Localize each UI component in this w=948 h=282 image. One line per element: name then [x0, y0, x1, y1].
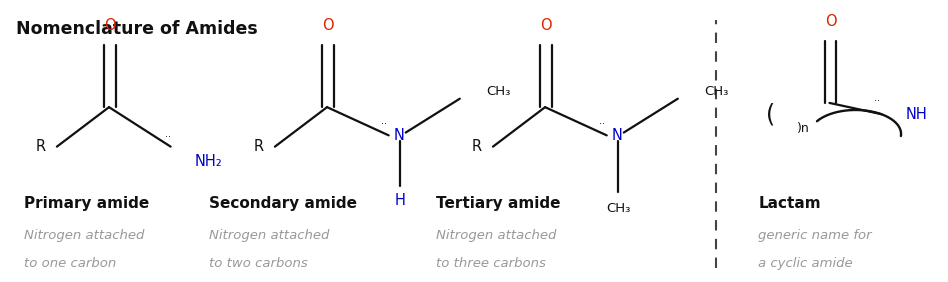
Text: ··: ·· — [165, 132, 171, 142]
Text: R: R — [35, 139, 46, 154]
Text: O: O — [825, 14, 836, 29]
Text: ··: ·· — [874, 96, 880, 107]
Text: to two carbons: to two carbons — [209, 257, 307, 270]
Text: Nitrogen attached: Nitrogen attached — [209, 229, 329, 242]
Text: O: O — [104, 18, 116, 33]
Text: to one carbon: to one carbon — [24, 257, 116, 270]
Text: CH₃: CH₃ — [704, 85, 729, 98]
Text: Nitrogen attached: Nitrogen attached — [24, 229, 144, 242]
Text: CH₃: CH₃ — [606, 202, 630, 215]
Text: Primary amide: Primary amide — [24, 195, 149, 211]
Text: N: N — [611, 128, 622, 143]
Text: R: R — [471, 139, 482, 154]
Text: )n: )n — [796, 122, 810, 135]
Text: N: N — [393, 128, 404, 143]
Text: ··: ·· — [599, 119, 605, 129]
Text: R: R — [253, 139, 264, 154]
Text: generic name for: generic name for — [758, 229, 872, 242]
Text: a cyclic amide: a cyclic amide — [758, 257, 853, 270]
Text: (: ( — [766, 102, 775, 126]
Text: NH₂: NH₂ — [194, 154, 222, 169]
Text: CH₃: CH₃ — [486, 85, 511, 98]
Text: NH: NH — [905, 107, 927, 122]
Text: Tertiary amide: Tertiary amide — [436, 195, 560, 211]
Text: Lactam: Lactam — [758, 195, 821, 211]
Text: to three carbons: to three carbons — [436, 257, 546, 270]
Text: H: H — [394, 193, 406, 208]
Text: ··: ·· — [381, 119, 387, 129]
Text: Nomenclature of Amides: Nomenclature of Amides — [16, 20, 258, 38]
Text: Secondary amide: Secondary amide — [209, 195, 356, 211]
Text: O: O — [322, 18, 334, 33]
Text: O: O — [540, 18, 552, 33]
Text: Nitrogen attached: Nitrogen attached — [436, 229, 556, 242]
